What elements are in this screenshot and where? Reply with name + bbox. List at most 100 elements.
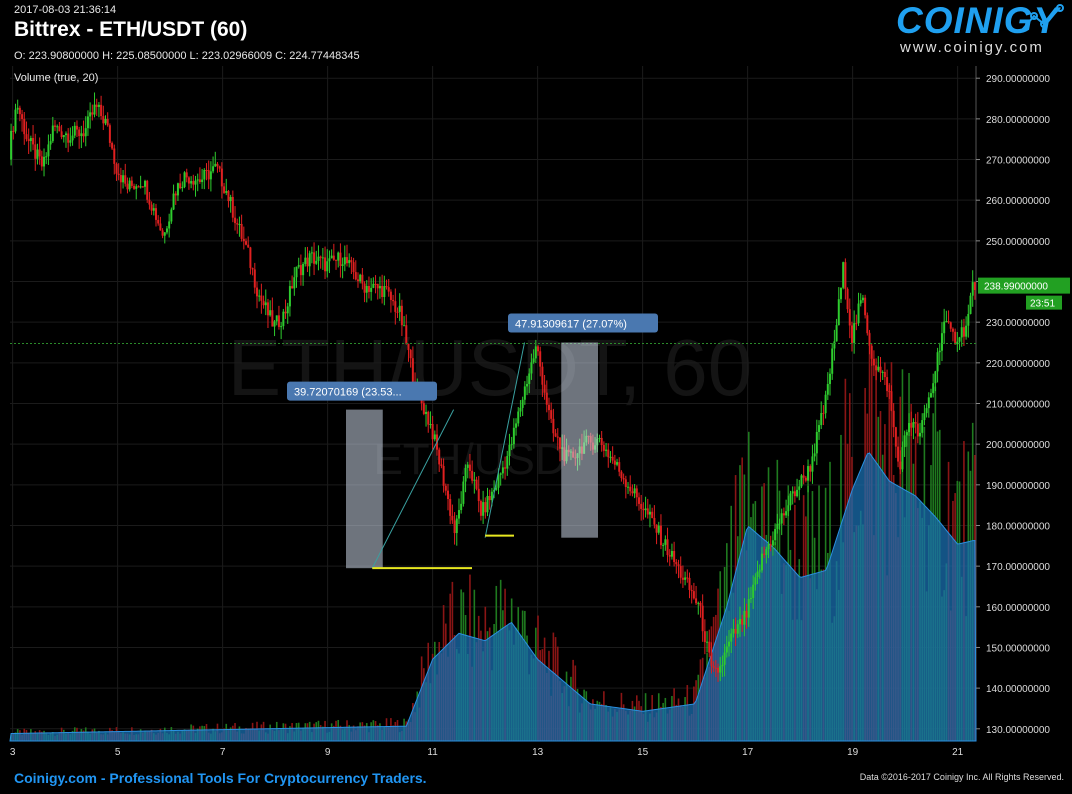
candle-body (464, 467, 467, 482)
last-price-label: 238.99000000 (984, 282, 1048, 293)
candle-body (269, 310, 272, 316)
candle-body (135, 186, 138, 189)
countdown-badge (1026, 295, 1062, 310)
candle-body (203, 169, 206, 180)
candle-body (637, 497, 640, 504)
volume-indicator-label[interactable]: Volume (true, 20) (14, 72, 99, 84)
candle-body (64, 133, 67, 136)
candle-body (839, 287, 842, 300)
candle-body (870, 345, 873, 359)
candle-body (712, 665, 715, 668)
candle-body (133, 185, 136, 189)
candle-body (644, 508, 647, 511)
price-tick-label: 210.00000000 (986, 400, 1050, 411)
candle-body (73, 125, 76, 136)
candle-body (431, 424, 434, 440)
price-tick-label: 160.00000000 (986, 603, 1050, 614)
candle-body (741, 619, 744, 625)
candle-body (422, 403, 425, 414)
candle-body (106, 118, 109, 126)
candle-body (462, 481, 465, 504)
candle-body (438, 449, 441, 465)
candle-body (760, 553, 763, 571)
measure-range-box (561, 342, 598, 538)
price-tick-label: 260.00000000 (986, 196, 1050, 207)
candle-body (361, 274, 364, 284)
candle-body (708, 641, 711, 653)
candle-body (530, 362, 533, 374)
candle-body (519, 407, 522, 412)
candle-body (240, 224, 243, 239)
candle-body (229, 196, 232, 202)
candle-body (144, 180, 147, 187)
coinigy-logo[interactable]: COINIGY www.coinigy.com (896, 0, 1068, 60)
candle-body (789, 493, 792, 506)
footer-tagline[interactable]: Coinigy.com - Professional Tools For Cry… (14, 770, 427, 786)
candle-body (521, 399, 524, 408)
price-tick-label: 290.00000000 (986, 74, 1050, 85)
candle-body (512, 427, 515, 445)
candle-body (829, 373, 832, 385)
candle-body (954, 331, 957, 345)
chart-line-logo-icon (1021, 4, 1064, 31)
chart-title: Bittrex - ETH/USDT (60) (14, 18, 248, 41)
candle-body (43, 156, 46, 167)
candle-body (141, 186, 144, 188)
candle-body (477, 488, 480, 502)
candle-body (958, 337, 961, 342)
candle-body (736, 624, 739, 634)
candle-body (339, 252, 342, 266)
candle-body (774, 529, 777, 541)
candle-body (537, 346, 540, 352)
candle-body (225, 190, 228, 193)
candle-body (670, 551, 673, 557)
candle-body (811, 456, 814, 472)
candle-body (40, 156, 43, 167)
price-axis[interactable]: 130.00000000 140.00000000 150.00000000 160.… (976, 74, 1070, 736)
time-axis[interactable]: 3 5 7 9 11 13 15 17 19 21 (10, 747, 964, 758)
candle-body (703, 631, 706, 643)
candle-body (260, 295, 263, 301)
candle-body (973, 282, 976, 291)
time-tick-label: 3 (10, 747, 16, 758)
candle-body (429, 424, 432, 426)
candle-body (804, 477, 807, 481)
candle-body (471, 470, 474, 481)
candle-body (409, 350, 412, 359)
candle-body (27, 139, 30, 142)
candle-body (923, 413, 926, 421)
candle-body (653, 517, 656, 525)
candle-body (148, 199, 151, 205)
candle-body (190, 181, 193, 184)
candle-body (258, 295, 261, 297)
candle-body (629, 486, 632, 492)
price-tick-label: 270.00000000 (986, 156, 1050, 167)
candle-body (820, 413, 823, 426)
candle-body (14, 109, 17, 132)
candle-body (119, 175, 122, 183)
candle-body (295, 266, 298, 278)
candle-body (855, 323, 858, 325)
price-tick-label: 170.00000000 (986, 562, 1050, 573)
candle-body (350, 260, 353, 263)
candle-body (398, 305, 401, 312)
time-tick-label: 7 (220, 747, 226, 758)
candle-body (752, 584, 755, 598)
candle-body (921, 420, 924, 433)
candle-body (411, 358, 414, 382)
candle-body (117, 173, 120, 176)
candle-body (833, 341, 836, 349)
candle-body (554, 433, 557, 437)
candle-body (526, 383, 529, 387)
candle-body (354, 272, 357, 280)
measure-label-bg (287, 381, 437, 401)
candle-body (675, 562, 678, 565)
candle-body (640, 503, 643, 509)
candle-body (468, 464, 471, 471)
candle-body (234, 217, 237, 224)
candle-body (894, 427, 897, 447)
candle-body (262, 300, 265, 306)
candle-body (302, 263, 305, 276)
candle-body (157, 219, 160, 224)
